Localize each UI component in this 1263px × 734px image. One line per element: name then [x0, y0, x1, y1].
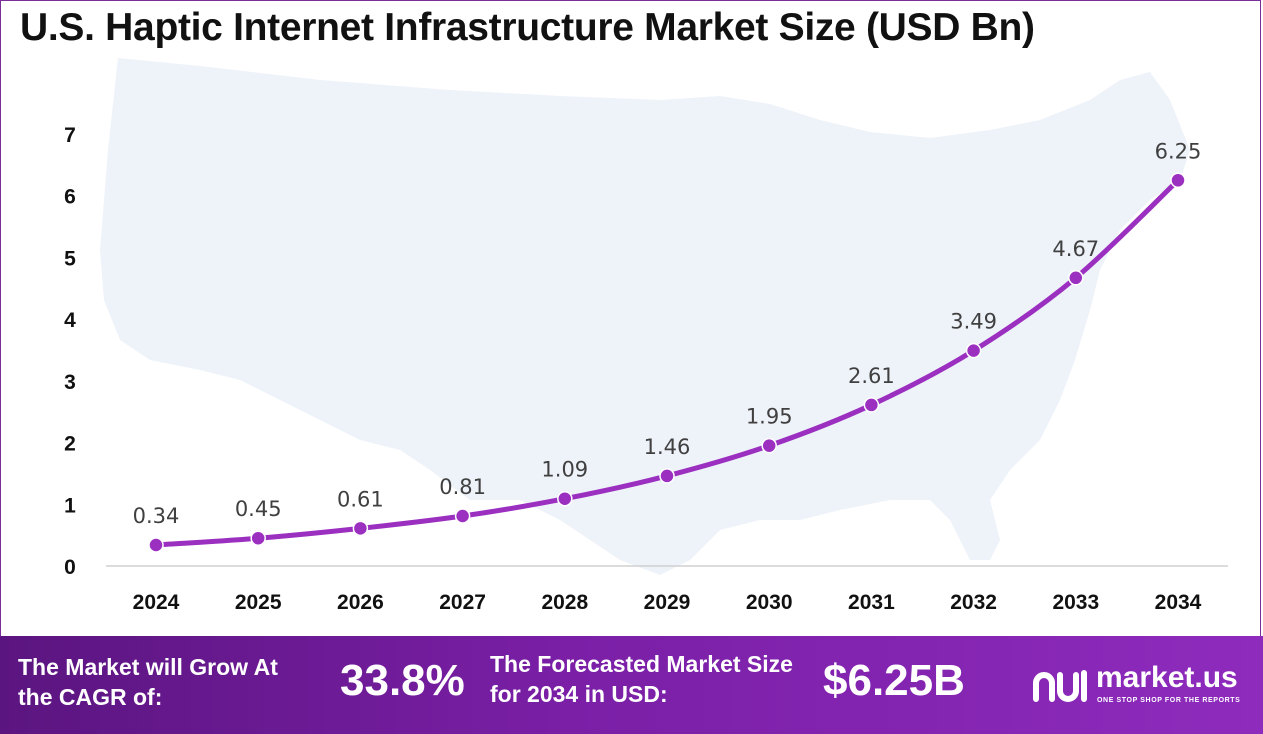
- data-point: [1170, 172, 1186, 189]
- data-label: 1.95: [746, 405, 793, 429]
- chart-title: U.S. Haptic Internet Infrastructure Mark…: [20, 6, 1035, 49]
- cagr-label: The Market will Grow At the CAGR of:: [18, 654, 278, 710]
- y-tick-label: 6: [64, 186, 76, 209]
- y-tick-label: 7: [64, 124, 76, 147]
- cagr-value: 33.8%: [340, 656, 465, 705]
- brand-logo-block[interactable]: market.us ONE STOP SHOP FOR THE REPORTS: [1030, 661, 1260, 711]
- data-label: 0.45: [235, 497, 282, 521]
- y-tick-label: 1: [64, 494, 76, 517]
- x-tick-label: 2025: [235, 591, 282, 614]
- x-tick-label: 2028: [541, 591, 588, 614]
- x-tick-label: 2032: [950, 591, 997, 614]
- market-us-logo-icon: [1033, 670, 1087, 702]
- data-point: [1068, 270, 1084, 286]
- data-label: 0.34: [133, 504, 180, 528]
- usa-map-background: [100, 58, 1190, 575]
- brand-name: market.us: [1096, 661, 1238, 694]
- y-tick-label: 2: [64, 433, 76, 456]
- data-point: [250, 530, 266, 546]
- y-tick-label: 3: [64, 371, 76, 394]
- data-label: 1.09: [541, 458, 588, 482]
- data-label: 0.61: [337, 487, 384, 511]
- data-label: 2.61: [848, 364, 895, 388]
- x-tick-label: 2034: [1155, 591, 1202, 614]
- data-point: [659, 468, 675, 484]
- brand-tagline: ONE STOP SHOP FOR THE REPORTS: [1097, 697, 1241, 704]
- forecast-value: $6.25B: [823, 656, 965, 705]
- y-tick-label: 5: [64, 247, 76, 270]
- x-tick-label: 2031: [848, 591, 895, 614]
- data-label: 3.49: [950, 310, 997, 334]
- data-point: [761, 437, 777, 454]
- x-tick-label: 2027: [439, 591, 486, 614]
- footer-banner: The Market will Grow At the CAGR of: 33.…: [0, 636, 1263, 734]
- data-label: 1.46: [644, 435, 691, 459]
- y-tick-label: 0: [64, 556, 76, 579]
- x-tick-label: 2033: [1052, 591, 1099, 614]
- data-point: [965, 342, 982, 359]
- data-point: [557, 490, 573, 507]
- x-tick-label: 2024: [133, 591, 180, 614]
- data-label: 4.67: [1052, 237, 1099, 261]
- data-label: 6.25: [1155, 139, 1202, 163]
- x-tick-label: 2029: [644, 591, 691, 614]
- forecast-label: The Forecasted Market Size for 2034 in U…: [490, 651, 793, 707]
- data-point: [148, 537, 164, 553]
- data-point: [454, 508, 471, 524]
- x-tick-label: 2026: [337, 591, 384, 614]
- data-point: [863, 397, 880, 413]
- y-tick-label: 4: [64, 309, 76, 332]
- x-tick-label: 2030: [746, 591, 793, 614]
- data-point: [352, 520, 369, 537]
- data-label: 0.81: [439, 475, 486, 499]
- line-chart: 0 1 2 3 4 5 6 7 2024 2025 2026 2027 2028 2029 2030 2031…: [64, 58, 1228, 614]
